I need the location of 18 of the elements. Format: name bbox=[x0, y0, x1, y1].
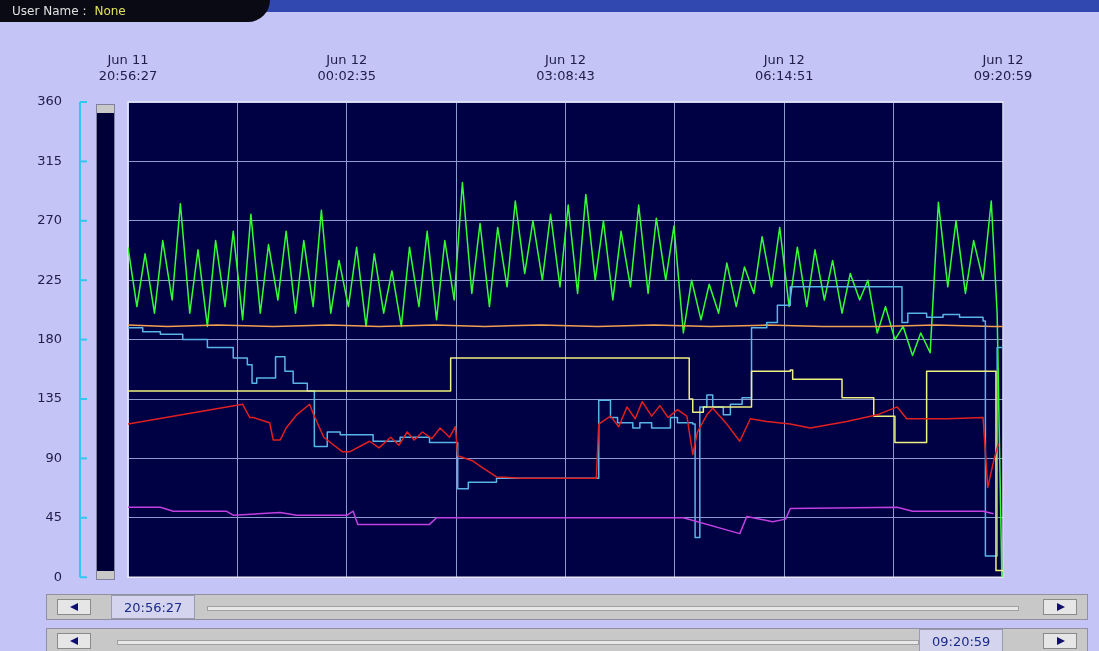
y-tick-label: 360 bbox=[37, 93, 62, 109]
x-tick-label: Jun 12 06:14:51 bbox=[755, 51, 814, 83]
x-tick-label: Jun 12 09:20:59 bbox=[973, 51, 1033, 83]
y-tick-label: 270 bbox=[37, 212, 62, 228]
y-tick-label: 90 bbox=[45, 449, 62, 465]
text: None bbox=[94, 4, 126, 18]
scrollbar: 20:56:27 bbox=[46, 594, 1088, 620]
y-tick-label: 225 bbox=[37, 271, 62, 287]
x-tick-label: Jun 12 03:08:43 bbox=[536, 51, 595, 83]
y-tick-label: 135 bbox=[37, 390, 62, 406]
y-tick-label: 315 bbox=[37, 152, 62, 168]
y-tick-label: 0 bbox=[53, 568, 62, 584]
text: User Name : bbox=[12, 4, 87, 18]
x-tick-label: Jun 12 00:02:35 bbox=[317, 51, 376, 83]
y-tick-label: 180 bbox=[37, 330, 62, 346]
y-tick-label: 45 bbox=[45, 509, 62, 525]
x-tick-label: Jun 11 20:56:27 bbox=[98, 51, 158, 83]
scrollbar: 09:20:59 bbox=[46, 628, 1088, 651]
